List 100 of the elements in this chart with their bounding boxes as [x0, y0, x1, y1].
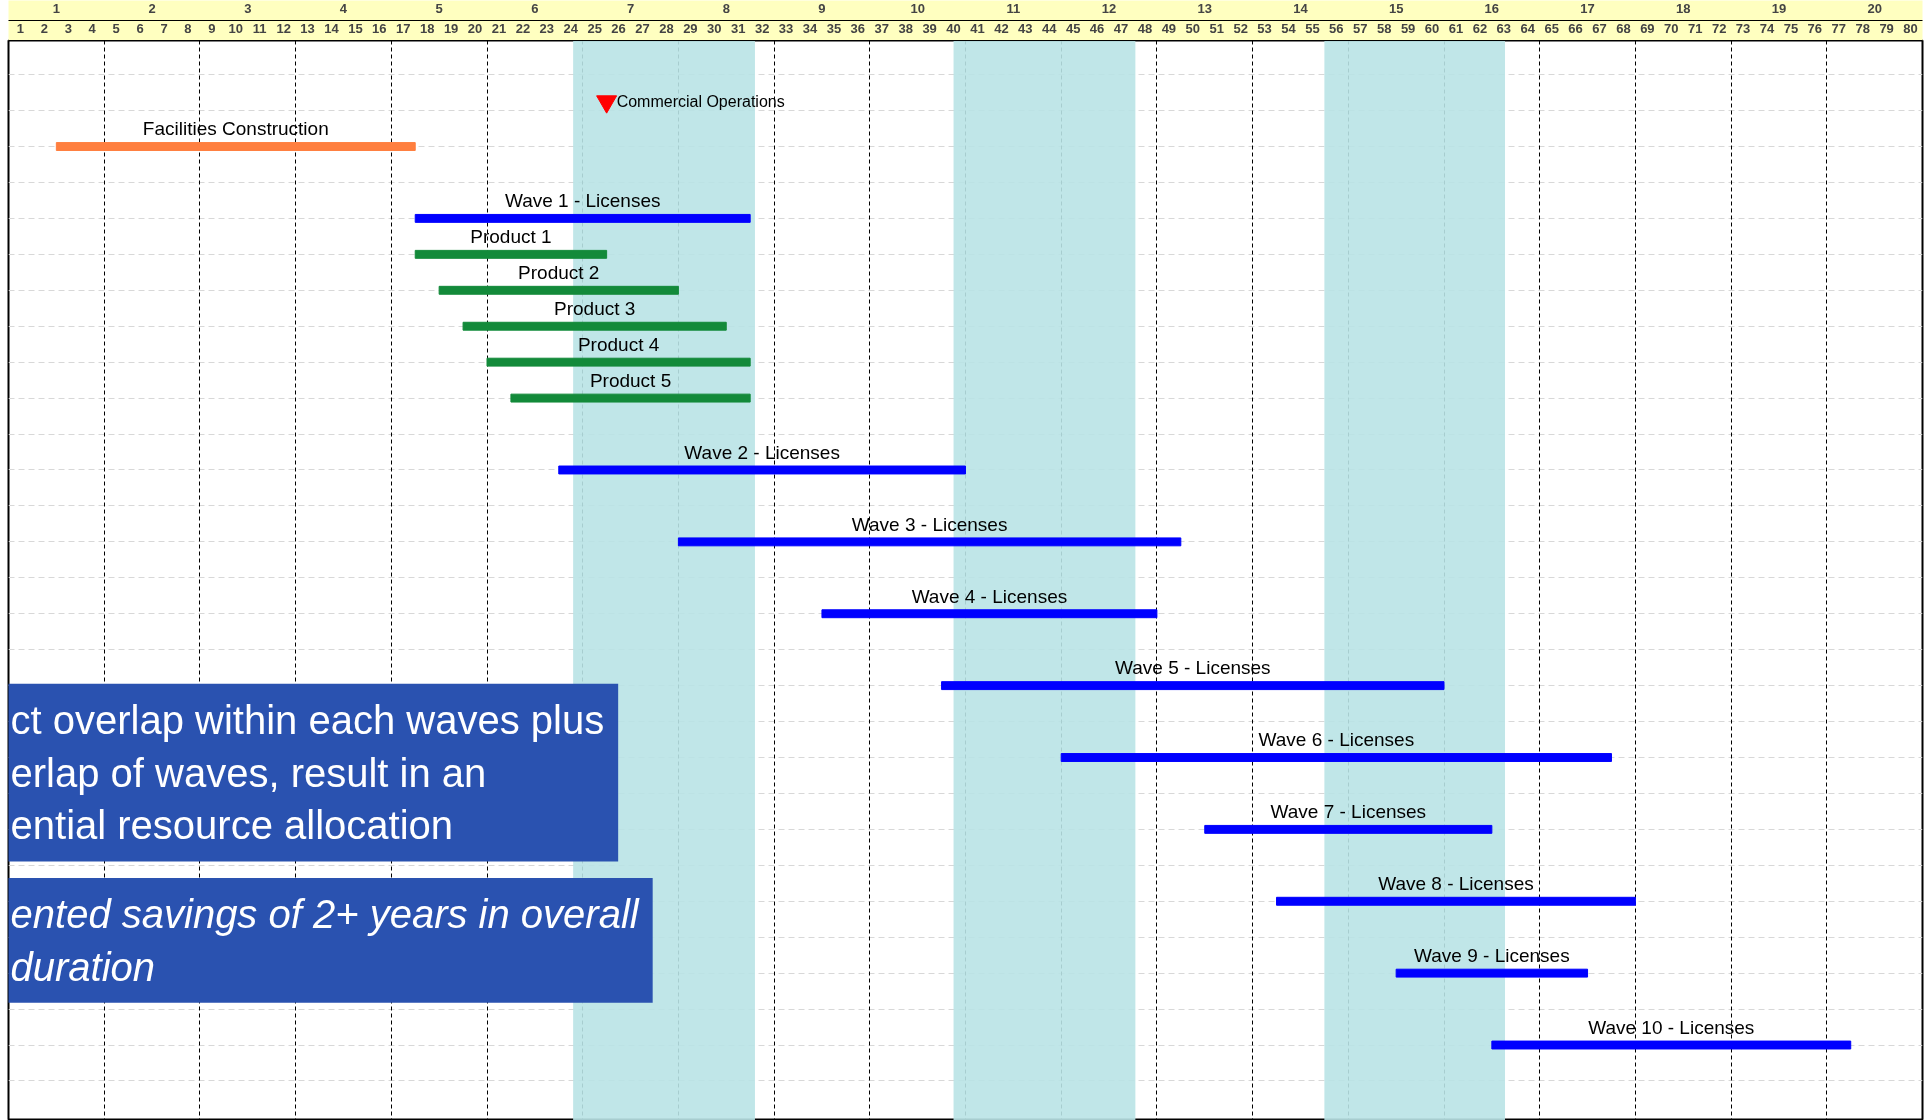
x2-tick-label: 9 [818, 0, 826, 16]
x-tick-label: 64 [1520, 20, 1536, 36]
bar [677, 537, 1182, 547]
y-tick-label: Wave 10 - Licenses [1588, 1016, 1755, 1038]
x-tick-label: 40 [946, 20, 961, 36]
y-tick-label: Wave 8 - Licenses [1378, 873, 1534, 895]
bar [1395, 968, 1589, 978]
bar [1060, 753, 1612, 762]
x2-tick-label: 1 [52, 0, 60, 16]
x-tick-label: 60 [1424, 20, 1440, 36]
x-tick-label: 72 [1711, 20, 1727, 36]
x-tick-label: 14 [324, 20, 340, 36]
x-tick-label: 29 [683, 20, 698, 36]
x-tick-label: 10 [228, 20, 244, 36]
annotation: ented savings of 2+ years in overall duration [10, 891, 640, 989]
x-tick-label: 46 [1089, 20, 1105, 36]
y-tick-label: Wave 9 - Licenses [1414, 944, 1570, 966]
x-tick-label: 12 [276, 20, 291, 36]
x-tick-label: 6 [136, 20, 144, 36]
x-tick-label: 51 [1209, 20, 1224, 36]
x-tick-label: 59 [1400, 20, 1416, 36]
x-tick-label: 62 [1472, 20, 1488, 36]
x-tick-label: 32 [754, 20, 770, 36]
y-tick-label: Wave 7 - Licenses [1270, 801, 1427, 823]
x-tick-label: 37 [874, 20, 889, 36]
x-tick-label: 75 [1783, 20, 1799, 36]
y-tick-label: Product 4 [577, 333, 660, 355]
x-tick-label: 25 [587, 20, 602, 36]
y-tick-label: Product 3 [554, 298, 636, 320]
y-tick-label: Wave 6 - Licenses [1258, 729, 1415, 751]
x2-tick-label: 20 [1867, 0, 1882, 16]
x-tick-label: 45 [1065, 20, 1081, 36]
x-tick-label: 15 [348, 20, 363, 36]
x-tick-label: 4 [88, 20, 97, 36]
x-tick-label: 77 [1831, 20, 1846, 36]
x2-tick-label: 5 [435, 0, 443, 16]
y-tick-label: Wave 3 - Licenses [851, 513, 1008, 535]
x-tick-label: 65 [1544, 20, 1559, 36]
annotation: ct overlap within each waves plus erlap of waves, result in an ential resource allocation [10, 697, 605, 848]
bar [462, 321, 727, 331]
y-tick-label: Wave 4 - Licenses [911, 585, 1068, 607]
x-tick-label: 33 [778, 20, 794, 36]
y-tick-label: Product 2 [518, 262, 600, 284]
x-tick-label: 28 [659, 20, 674, 36]
y-tick-label: Wave 1 - Licenses [504, 190, 661, 212]
x-tick-label: 69 [1640, 20, 1655, 36]
x-tick-label: 70 [1664, 20, 1679, 36]
x-tick-label: 18 [419, 20, 435, 36]
x-tick-label: 71 [1687, 20, 1703, 36]
x2-tick-label: 7 [626, 0, 635, 16]
bar [1276, 896, 1636, 906]
x-tick-label: 7 [160, 20, 168, 36]
x-tick-label: 52 [1233, 20, 1248, 36]
x2-tick-label: 13 [1197, 0, 1212, 16]
x-tick-label: 22 [515, 20, 531, 36]
x-tick-label: 42 [994, 20, 1009, 36]
x-tick-label: 68 [1616, 20, 1631, 36]
x-tick-label: 55 [1305, 20, 1320, 36]
x-tick-label: 49 [1161, 20, 1177, 36]
x-tick-label: 34 [802, 20, 818, 36]
bar [821, 609, 1158, 619]
x-tick-label: 73 [1735, 20, 1751, 36]
x2-tick-label: 16 [1484, 0, 1500, 16]
x-tick-label: 57 [1353, 20, 1368, 36]
x2-tick-label: 12 [1101, 0, 1117, 16]
bar [1491, 1040, 1852, 1050]
x-tick-label: 23 [539, 20, 555, 36]
bar [1204, 824, 1493, 834]
bar [438, 285, 679, 295]
x-tick-label: 8 [184, 20, 192, 36]
x-tick-label: 63 [1496, 20, 1512, 36]
x2-tick-label: 11 [1006, 0, 1021, 16]
series-label: Commercial Operations [616, 93, 785, 111]
bar [558, 465, 966, 475]
x2-tick-label: 3 [244, 0, 252, 16]
x-tick-label: 3 [64, 20, 72, 36]
x-tick-label: 24 [563, 20, 579, 36]
x-tick-label: 17 [396, 20, 411, 36]
x-tick-label: 5 [112, 20, 120, 36]
x-tick-label: 36 [850, 20, 866, 36]
x2-tick-label: 17 [1580, 0, 1595, 16]
bar [486, 357, 751, 367]
x-tick-label: 66 [1568, 20, 1583, 36]
bar [510, 393, 751, 403]
x-tick-label: 20 [467, 20, 483, 36]
x-tick-label: 78 [1855, 20, 1870, 36]
x-tick-label: 13 [300, 20, 315, 36]
x-tick-label: 44 [1042, 20, 1058, 36]
x2-tick-label: 4 [339, 0, 348, 16]
x2-tick-label: 8 [722, 0, 730, 16]
x-tick-label: 48 [1137, 20, 1153, 36]
x-tick-label: 19 [443, 20, 459, 36]
x-tick-label: 80 [1903, 20, 1918, 36]
x-tick-label: 2 [40, 20, 49, 36]
x-tick-label: 41 [970, 20, 985, 36]
bar [414, 213, 751, 223]
bar [55, 142, 416, 151]
x-tick-label: 79 [1879, 20, 1894, 36]
x2-tick-label: 18 [1676, 0, 1691, 16]
x-tick-label: 43 [1018, 20, 1033, 36]
